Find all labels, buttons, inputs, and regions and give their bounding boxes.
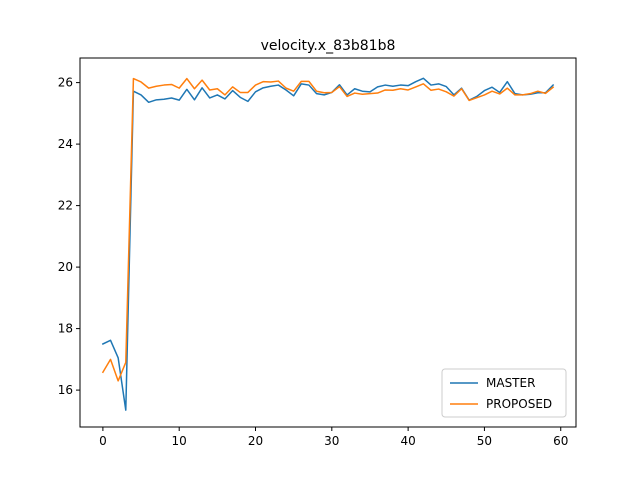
y-tick-label: 20 — [58, 260, 73, 274]
series-lines — [101, 77, 555, 411]
series-line-master — [101, 77, 555, 411]
plot-frame — [79, 57, 577, 428]
x-tick-label: 0 — [99, 434, 107, 448]
y-tick-label: 18 — [58, 322, 73, 336]
y-tick-label: 26 — [58, 76, 73, 90]
series-line-proposed — [101, 77, 555, 382]
legend-box — [441, 368, 567, 418]
plot-background — [80, 58, 576, 427]
x-tick-label: 30 — [324, 434, 339, 448]
plot-area — [80, 58, 576, 427]
y-tick-label: 24 — [58, 137, 73, 151]
legend-label-proposed: PROPOSED — [486, 397, 552, 411]
x-tick-label: 50 — [477, 434, 492, 448]
x-tick-label: 10 — [172, 434, 187, 448]
y-tick-label: 16 — [58, 383, 73, 397]
legend-label-master: MASTER — [486, 376, 535, 390]
legend: MASTER PROPOSED — [441, 368, 567, 418]
x-axis: 0 10 20 30 40 50 60 — [99, 427, 568, 448]
x-tick-label: 40 — [400, 434, 415, 448]
x-tick-label: 60 — [553, 434, 568, 448]
x-tick-label: 20 — [248, 434, 263, 448]
y-tick-label: 22 — [58, 199, 73, 213]
chart-title: velocity.x_83b81b8 — [261, 38, 396, 54]
y-axis: 16 18 20 22 24 26 — [58, 76, 80, 397]
